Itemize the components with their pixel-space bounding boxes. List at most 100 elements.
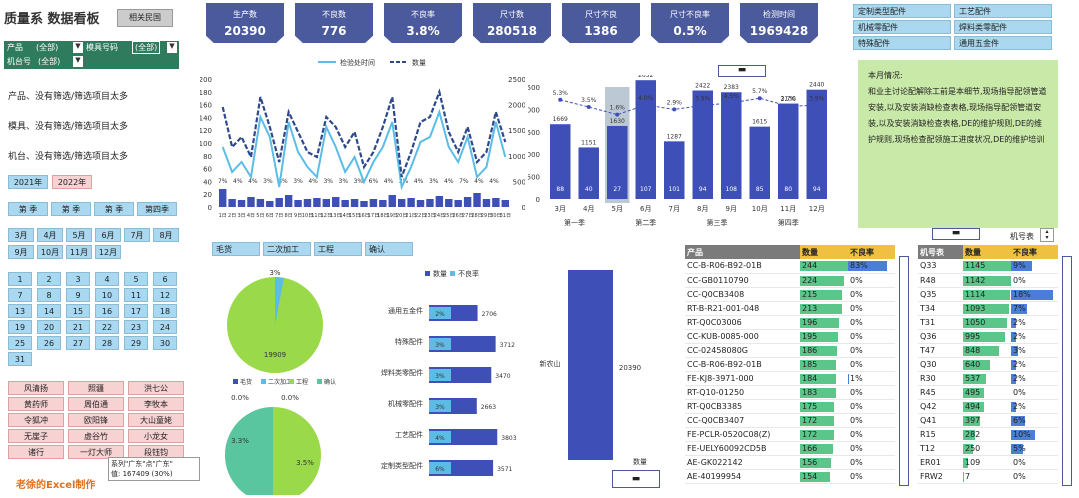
day-button[interactable]: 31 bbox=[8, 352, 32, 366]
product-table-scrollbar[interactable] bbox=[899, 256, 909, 486]
day-button[interactable]: 3 bbox=[66, 272, 90, 286]
person-button[interactable]: 洪七公 bbox=[128, 381, 184, 395]
quick-link[interactable]: 机械零配件 bbox=[853, 20, 951, 34]
machine-cell[interactable]: Q30 bbox=[918, 357, 963, 372]
quarter-button[interactable]: 第 季 bbox=[51, 202, 91, 216]
person-button[interactable]: 李牧本 bbox=[128, 397, 184, 411]
machine-cell[interactable]: Q33 bbox=[918, 259, 963, 274]
person-button[interactable]: 一灯大师 bbox=[68, 445, 124, 459]
day-button[interactable]: 28 bbox=[95, 336, 119, 350]
person-button[interactable]: 照疆 bbox=[68, 381, 124, 395]
machine-cell[interactable]: Q41 bbox=[918, 413, 963, 428]
month-button[interactable]: 7月 bbox=[124, 228, 150, 242]
process-tab[interactable]: 工程 bbox=[314, 242, 362, 256]
quick-link[interactable]: 特殊配件 bbox=[853, 36, 951, 50]
month-button[interactable]: 6月 bbox=[95, 228, 121, 242]
product-filter-arrow[interactable]: ▼ bbox=[73, 42, 83, 53]
machine-cell[interactable]: R48 bbox=[918, 273, 963, 288]
product-filter-value[interactable]: (全部) bbox=[36, 43, 59, 52]
year-2022[interactable]: 2022年 bbox=[52, 175, 92, 189]
month-button[interactable]: 8月 bbox=[153, 228, 179, 242]
product-cell[interactable]: RT-Q10-01250 bbox=[685, 385, 800, 400]
machine-cell[interactable]: T12 bbox=[918, 441, 963, 456]
month-button[interactable]: 5月 bbox=[66, 228, 92, 242]
day-button[interactable]: 15 bbox=[66, 304, 90, 318]
day-button[interactable]: 23 bbox=[124, 320, 148, 334]
day-button[interactable]: 26 bbox=[37, 336, 61, 350]
product-cell[interactable]: CC-Q0CB3407 bbox=[685, 413, 800, 428]
person-button[interactable]: 无崖子 bbox=[8, 429, 64, 443]
product-cell[interactable]: CC-Q0CB3408 bbox=[685, 287, 800, 302]
machine-filter-value[interactable]: (全部) bbox=[38, 57, 61, 66]
day-button[interactable]: 13 bbox=[8, 304, 32, 318]
month-button[interactable]: 12月 bbox=[95, 245, 121, 259]
prod-col-rate[interactable]: 不良率 bbox=[848, 245, 895, 259]
person-button[interactable]: 黄药师 bbox=[8, 397, 64, 411]
person-button[interactable]: 虚谷竹 bbox=[68, 429, 124, 443]
product-cell[interactable]: RT-Q0C03006 bbox=[685, 315, 800, 330]
product-cell[interactable]: CC-KUB-0085-000 bbox=[685, 329, 800, 344]
machine-cell[interactable]: ER01 bbox=[918, 455, 963, 470]
product-cell[interactable]: AE-40199954 bbox=[685, 469, 800, 484]
prod-col-qty[interactable]: 数量 bbox=[800, 245, 848, 259]
person-button[interactable]: 风清扬 bbox=[8, 381, 64, 395]
machine-cell[interactable]: R30 bbox=[918, 371, 963, 386]
quick-link[interactable]: 工艺配件 bbox=[954, 4, 1052, 18]
person-button[interactable]: 诸行 bbox=[8, 445, 64, 459]
process-tab[interactable]: 二次加工 bbox=[263, 242, 311, 256]
day-button[interactable]: 5 bbox=[124, 272, 148, 286]
process-tab[interactable]: 确认 bbox=[365, 242, 413, 256]
mach-col-rate[interactable]: 不良率 bbox=[1011, 245, 1058, 259]
month-button[interactable]: 4月 bbox=[37, 228, 63, 242]
person-button[interactable]: 周伯通 bbox=[68, 397, 124, 411]
day-button[interactable]: 29 bbox=[124, 336, 148, 350]
machine-cell[interactable]: Q35 bbox=[918, 287, 963, 302]
day-button[interactable]: 8 bbox=[37, 288, 61, 302]
quarter-button[interactable]: 第 季 bbox=[94, 202, 134, 216]
machine-cell[interactable]: R15 bbox=[918, 427, 963, 442]
month-button[interactable]: 11月 bbox=[66, 245, 92, 259]
prod-col-product[interactable]: 产品 bbox=[685, 245, 800, 259]
day-button[interactable]: 11 bbox=[124, 288, 148, 302]
reset-button[interactable]: 相关民国 bbox=[117, 9, 173, 27]
product-cell[interactable]: CC-B-R06-B92-01B bbox=[685, 357, 800, 372]
mold-filter-value[interactable]: (全部) bbox=[132, 41, 161, 54]
machine-spinner[interactable]: ▴ ▾ bbox=[1040, 228, 1054, 242]
product-cell[interactable]: AE-GK022142 bbox=[685, 455, 800, 470]
day-button[interactable]: 10 bbox=[95, 288, 119, 302]
quarter-button[interactable]: 第 季 bbox=[8, 202, 48, 216]
mold-filter-arrow[interactable]: ▼ bbox=[167, 42, 177, 53]
product-cell[interactable]: FE-PCLR-0520C08(Z) bbox=[685, 427, 800, 442]
person-button[interactable]: 小龙女 bbox=[128, 429, 184, 443]
day-button[interactable]: 4 bbox=[95, 272, 119, 286]
day-button[interactable]: 19 bbox=[8, 320, 32, 334]
year-2021[interactable]: 2021年 bbox=[8, 175, 48, 189]
day-button[interactable]: 16 bbox=[95, 304, 119, 318]
month-button[interactable]: 10月 bbox=[37, 245, 63, 259]
day-button[interactable]: 17 bbox=[124, 304, 148, 318]
day-button[interactable]: 22 bbox=[95, 320, 119, 334]
quick-link[interactable]: 焊料类零配件 bbox=[954, 20, 1052, 34]
machine-cell[interactable]: Q36 bbox=[918, 329, 963, 344]
machine-cell[interactable]: T31 bbox=[918, 315, 963, 330]
product-cell[interactable]: RT-B-R21-001-048 bbox=[685, 301, 800, 316]
quarter-button[interactable]: 第四季 bbox=[137, 202, 177, 216]
day-button[interactable]: 20 bbox=[37, 320, 61, 334]
product-cell[interactable]: CC-02458080G bbox=[685, 343, 800, 358]
day-button[interactable]: 18 bbox=[153, 304, 177, 318]
machine-table-scrollbar[interactable] bbox=[1062, 256, 1072, 486]
product-cell[interactable]: FE-KJ8-3971-000 bbox=[685, 371, 800, 386]
product-cell[interactable]: RT-Q0CB3385 bbox=[685, 399, 800, 414]
day-button[interactable]: 2 bbox=[37, 272, 61, 286]
day-button[interactable]: 27 bbox=[66, 336, 90, 350]
machine-cell[interactable]: Q42 bbox=[918, 399, 963, 414]
day-button[interactable]: 6 bbox=[153, 272, 177, 286]
day-button[interactable]: 24 bbox=[153, 320, 177, 334]
quick-link[interactable]: 定制类型配件 bbox=[853, 4, 951, 18]
product-cell[interactable]: CC-B-R06-B92-01B bbox=[685, 259, 800, 274]
day-button[interactable]: 9 bbox=[66, 288, 90, 302]
quick-link[interactable]: 通用五金件 bbox=[954, 36, 1052, 50]
bottom-scroll-widget[interactable]: ▬ bbox=[612, 470, 660, 488]
product-cell[interactable]: FE-UELY60092CD5B bbox=[685, 441, 800, 456]
day-button[interactable]: 12 bbox=[153, 288, 177, 302]
